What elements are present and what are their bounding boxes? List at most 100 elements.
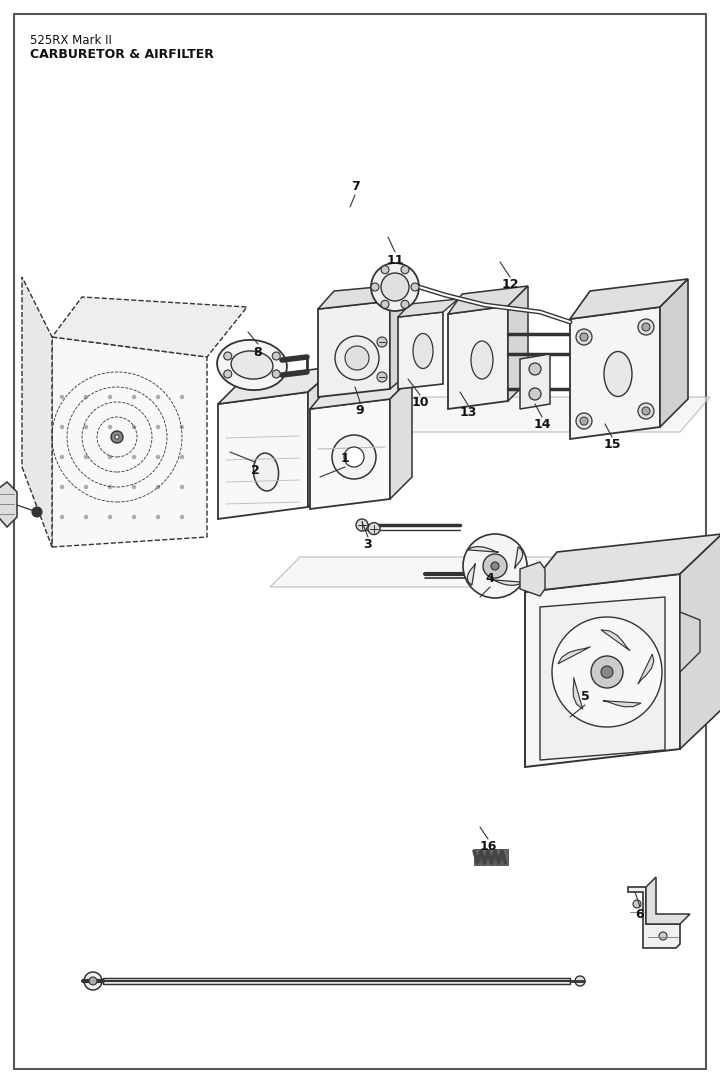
- Circle shape: [371, 263, 419, 311]
- Circle shape: [345, 346, 369, 370]
- Polygon shape: [492, 579, 523, 586]
- Polygon shape: [680, 612, 700, 672]
- Circle shape: [659, 932, 667, 940]
- Text: 9: 9: [356, 404, 364, 417]
- Polygon shape: [255, 397, 710, 432]
- Circle shape: [224, 352, 232, 360]
- Circle shape: [84, 425, 88, 429]
- Text: 16: 16: [480, 840, 497, 853]
- Ellipse shape: [217, 340, 287, 390]
- Polygon shape: [540, 597, 665, 760]
- Polygon shape: [467, 547, 498, 553]
- Polygon shape: [515, 547, 523, 569]
- Text: 7: 7: [351, 181, 359, 194]
- Text: 13: 13: [459, 406, 477, 420]
- Polygon shape: [448, 286, 528, 314]
- Circle shape: [371, 283, 379, 291]
- Circle shape: [180, 485, 184, 489]
- Circle shape: [344, 447, 364, 467]
- Text: 1: 1: [341, 452, 349, 465]
- Circle shape: [638, 319, 654, 335]
- Circle shape: [108, 395, 112, 398]
- Polygon shape: [270, 557, 720, 587]
- Circle shape: [84, 454, 88, 459]
- Circle shape: [491, 562, 499, 570]
- Polygon shape: [0, 482, 17, 527]
- Circle shape: [180, 515, 184, 519]
- Circle shape: [156, 485, 160, 489]
- Ellipse shape: [604, 351, 632, 396]
- Text: 6: 6: [636, 909, 644, 922]
- Circle shape: [601, 666, 613, 679]
- Circle shape: [411, 283, 419, 291]
- Polygon shape: [628, 887, 680, 948]
- Bar: [103, 978, 570, 984]
- Circle shape: [84, 515, 88, 519]
- Circle shape: [591, 656, 623, 688]
- Bar: [495, 849, 501, 865]
- Circle shape: [483, 554, 507, 578]
- Text: 15: 15: [603, 438, 621, 451]
- Circle shape: [132, 485, 136, 489]
- Circle shape: [180, 425, 184, 429]
- Polygon shape: [398, 299, 458, 317]
- Text: 2: 2: [251, 463, 259, 476]
- Circle shape: [180, 454, 184, 459]
- Circle shape: [132, 425, 136, 429]
- Polygon shape: [318, 300, 390, 397]
- Text: 4: 4: [485, 573, 495, 586]
- Polygon shape: [573, 677, 582, 709]
- Polygon shape: [525, 534, 720, 592]
- Circle shape: [108, 454, 112, 459]
- Circle shape: [642, 407, 650, 415]
- Polygon shape: [570, 279, 688, 319]
- Circle shape: [642, 323, 650, 331]
- Bar: [474, 849, 480, 865]
- Polygon shape: [390, 377, 412, 499]
- Circle shape: [633, 900, 641, 908]
- Polygon shape: [398, 312, 443, 389]
- Circle shape: [368, 522, 380, 534]
- Circle shape: [108, 485, 112, 489]
- Polygon shape: [310, 398, 390, 509]
- Bar: [488, 849, 494, 865]
- Circle shape: [576, 412, 592, 429]
- Polygon shape: [467, 563, 475, 585]
- Polygon shape: [508, 286, 528, 401]
- Polygon shape: [218, 366, 338, 404]
- Circle shape: [108, 425, 112, 429]
- Polygon shape: [646, 877, 690, 924]
- Circle shape: [84, 395, 88, 398]
- Circle shape: [132, 515, 136, 519]
- Circle shape: [180, 395, 184, 398]
- Polygon shape: [308, 366, 338, 507]
- Circle shape: [224, 370, 232, 378]
- Polygon shape: [680, 534, 720, 749]
- Circle shape: [401, 266, 409, 274]
- Text: CARBURETOR & AIRFILTER: CARBURETOR & AIRFILTER: [30, 48, 214, 61]
- Polygon shape: [660, 279, 688, 426]
- Polygon shape: [601, 630, 630, 651]
- Circle shape: [32, 507, 42, 517]
- Text: 14: 14: [534, 419, 551, 432]
- Polygon shape: [520, 354, 550, 409]
- Text: 525RX Mark II: 525RX Mark II: [30, 34, 112, 47]
- Circle shape: [377, 337, 387, 347]
- Circle shape: [272, 352, 280, 360]
- Bar: [502, 849, 508, 865]
- Circle shape: [156, 454, 160, 459]
- Polygon shape: [603, 701, 641, 707]
- Text: 10: 10: [411, 396, 428, 409]
- Circle shape: [580, 417, 588, 425]
- Circle shape: [335, 336, 379, 380]
- Circle shape: [529, 388, 541, 400]
- Circle shape: [84, 973, 102, 990]
- Circle shape: [60, 485, 64, 489]
- Bar: [481, 849, 487, 865]
- Circle shape: [156, 395, 160, 398]
- Polygon shape: [318, 284, 410, 309]
- Circle shape: [575, 976, 585, 987]
- Circle shape: [377, 372, 387, 382]
- Polygon shape: [310, 377, 412, 409]
- Circle shape: [60, 425, 64, 429]
